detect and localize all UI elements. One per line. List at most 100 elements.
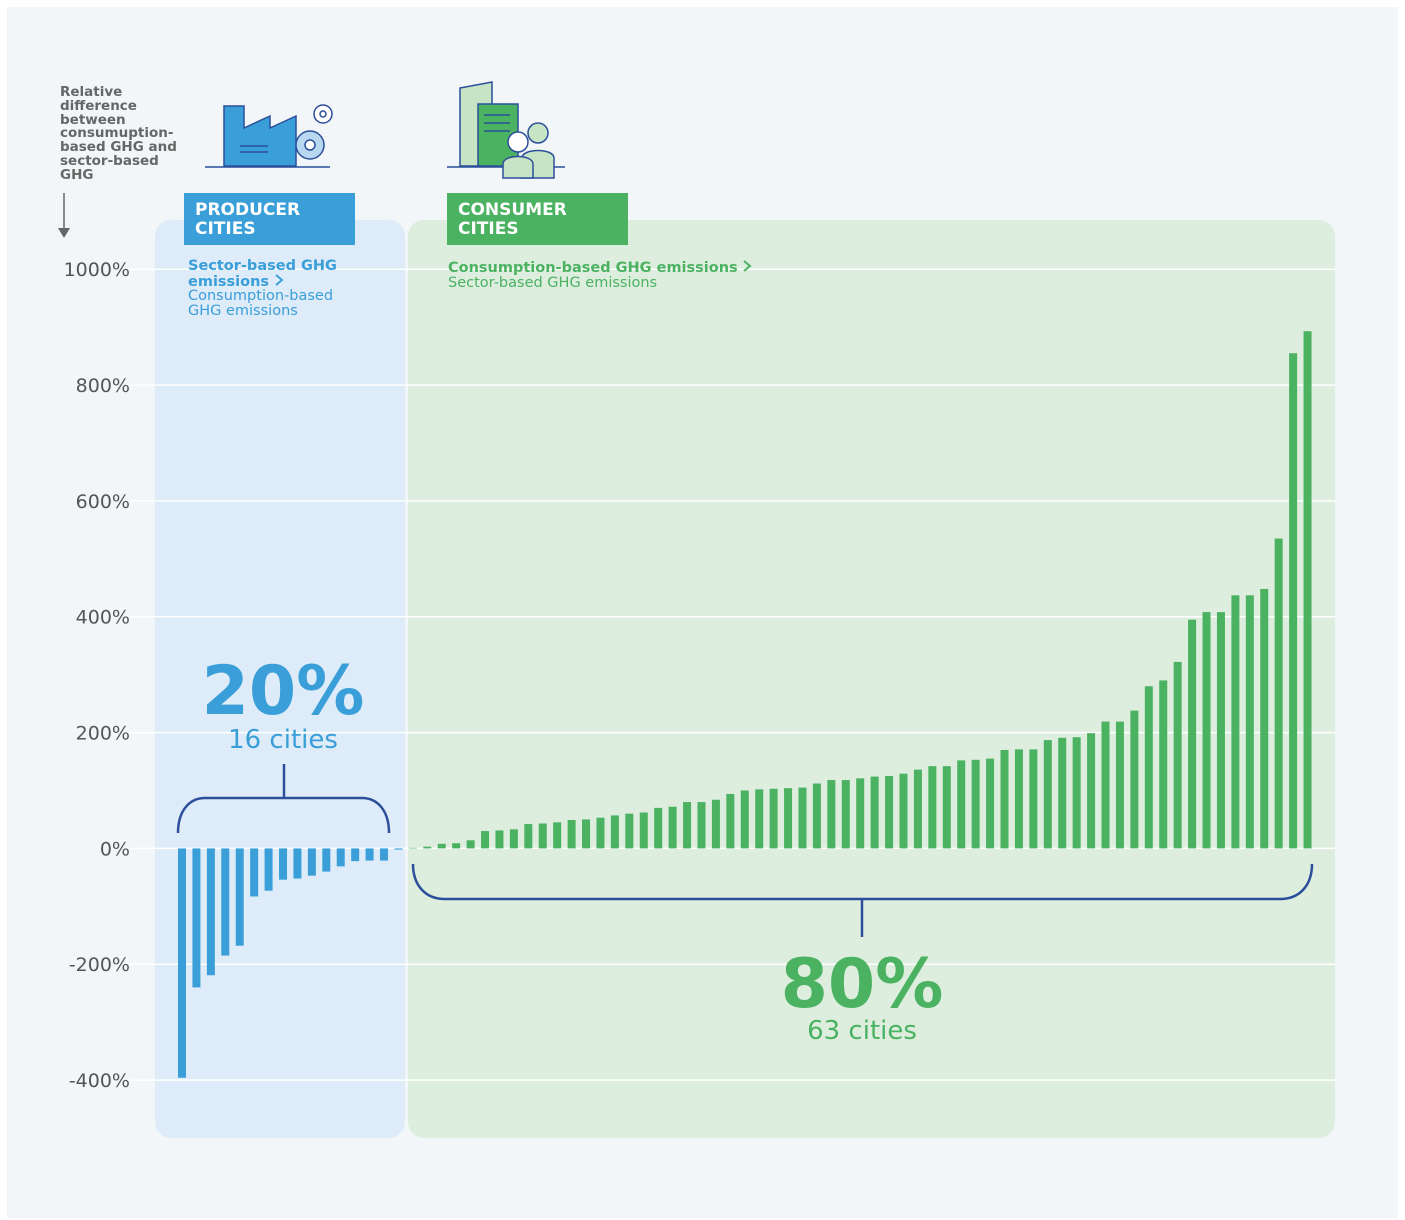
bar [1072,737,1081,849]
bar [1087,733,1096,849]
group-label: PRODUCER CITIES [184,193,355,245]
note-strong: Sector-based GHG emissions [188,258,337,290]
bar [812,783,821,849]
bar [784,788,793,849]
bar [740,790,749,849]
consumer-icon [447,81,565,179]
bar [235,848,244,946]
brace [176,764,391,834]
bar [1144,686,1153,849]
bar [942,766,951,849]
group-note: Consumption-based GHG emissions Sector-b… [448,260,848,290]
bar [1289,353,1298,849]
y-tick-label: 200% [76,723,130,745]
bar [307,848,316,876]
bar [827,780,836,849]
chevron [743,260,752,272]
bar [192,848,201,988]
bar [380,848,389,861]
bar [596,817,605,849]
share: 20% [201,652,365,731]
group-note: Sector-based GHG emissions Consumption-b… [188,259,363,318]
bar [870,776,879,849]
bar [1043,740,1052,849]
bar [495,830,504,849]
bar [885,776,894,849]
chevron [275,273,284,286]
bar [524,824,533,849]
bar [798,787,807,849]
bar [1058,737,1067,849]
bar [221,848,230,956]
bar [178,848,186,1078]
count: 16 cities [228,725,338,755]
bar [582,819,591,849]
y-tick-label: 0% [100,838,130,860]
bar [437,843,446,849]
bar [1245,595,1254,849]
note-strong: Consumption-based GHG emissions [448,260,738,276]
y-tick-label: -200% [69,954,130,976]
note-text: Sector-based GHG emissions [448,274,658,291]
bar [913,769,922,849]
bar [1231,595,1240,849]
bar [293,848,302,879]
bar [971,759,980,849]
bar [322,848,331,872]
bar [365,848,374,861]
note-text: Consumption-based GHG emissions [188,288,334,319]
bar [1029,749,1038,849]
bar [668,806,677,849]
share: 80% [780,945,944,1024]
bar [394,848,403,850]
bar [538,823,547,849]
bar [625,813,634,849]
bar [279,848,288,880]
bar [928,766,937,849]
bar [639,812,648,849]
y-tick-label: 400% [76,607,130,629]
bar [654,807,663,849]
factory-icon [205,104,333,168]
bar [711,799,720,849]
bar [1173,661,1182,849]
bar [567,820,576,849]
bar [1014,749,1023,849]
group-label: CONSUMER CITIES [447,193,628,245]
bar [264,848,273,891]
bar [726,793,735,849]
bar [466,840,475,849]
bar [986,758,995,849]
bar [1000,749,1009,849]
bar [1216,612,1225,849]
bar [408,847,417,849]
bar [755,789,764,849]
bar [899,773,908,849]
bar [1130,710,1139,849]
bar [1202,612,1211,849]
y-tick-label: 600% [76,491,130,513]
bar [1188,619,1197,849]
y-tick-label: 1000% [64,259,130,281]
bar [336,848,345,867]
bar [423,846,432,849]
bar [1159,680,1168,849]
consumer-zone [408,220,1335,1138]
bar [452,843,461,849]
bar [610,815,619,849]
bar [683,802,692,849]
y-tick-label: 800% [76,375,130,397]
bar [957,760,966,849]
bar [509,829,518,849]
bar [481,831,490,849]
y-tick-label: -400% [69,1070,130,1092]
bar [553,822,562,849]
bar [1303,331,1312,849]
bar [841,780,850,849]
bar [769,788,778,849]
bar [351,848,360,862]
bar [1101,721,1110,849]
bar [1115,721,1124,849]
